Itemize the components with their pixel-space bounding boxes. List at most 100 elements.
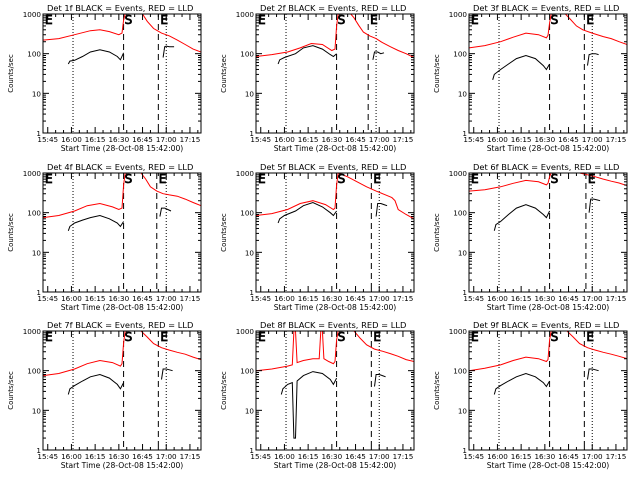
data-group bbox=[256, 173, 414, 224]
events-series-line-1 bbox=[280, 371, 338, 439]
y-tick-label: 100 bbox=[27, 209, 41, 218]
x-tick-label: 16:00 bbox=[487, 452, 508, 461]
x-tick-label: 16:15 bbox=[298, 135, 319, 144]
panel-title: Det 1f BLACK = Events, RED = LLD bbox=[47, 3, 193, 13]
x-tick-label: 16:15 bbox=[511, 135, 532, 144]
end-marker-label: E bbox=[258, 172, 266, 186]
start-marker-label: S bbox=[551, 13, 559, 27]
data-group bbox=[469, 14, 627, 80]
y-tick-label: 1000 bbox=[449, 327, 468, 336]
x-tick-label: 16:15 bbox=[511, 294, 532, 303]
events-series-line-1 bbox=[67, 49, 125, 65]
end-marker-label: E bbox=[370, 13, 378, 27]
end-marker-label: E bbox=[45, 13, 53, 27]
panel-8: Det 8f BLACK = Events, RED = LLD 1 10 100 10… bbox=[220, 320, 415, 470]
x-tick-label: 15:45 bbox=[37, 135, 58, 144]
x-tick-label: 15:45 bbox=[250, 452, 271, 461]
x-tick-label: 16:45 bbox=[558, 294, 579, 303]
y-tick-label: 10 bbox=[32, 248, 42, 257]
x-tick-label: 16:30 bbox=[534, 294, 555, 303]
x-tick-label: 16:15 bbox=[298, 294, 319, 303]
x-tick-label: 16:15 bbox=[85, 452, 106, 461]
y-tick-label: 1 bbox=[36, 288, 41, 297]
x-tick-label: 15:45 bbox=[37, 294, 58, 303]
start-marker-label: S bbox=[338, 172, 346, 186]
y-tick-label: 1 bbox=[462, 129, 467, 138]
x-tick-label: 17:15 bbox=[180, 294, 201, 303]
lld-series-line-1 bbox=[256, 173, 339, 216]
x-tick-label: 17:00 bbox=[156, 452, 177, 461]
y-tick-label: 10 bbox=[245, 89, 255, 98]
x-axis-label: Start Time (28-Oct-08 15:42:00) bbox=[274, 144, 397, 153]
data-group bbox=[469, 173, 627, 231]
x-tick-label: 16:00 bbox=[274, 452, 295, 461]
x-tick-label: 15:45 bbox=[463, 452, 484, 461]
y-tick-label: 1000 bbox=[23, 327, 42, 336]
y-tick-label: 1000 bbox=[449, 10, 468, 19]
y-tick-label: 1000 bbox=[236, 327, 255, 336]
lld-series-line-2 bbox=[140, 173, 201, 207]
panel-3: Det 3f BLACK = Events, RED = LLD 1 10 100 10… bbox=[433, 3, 628, 153]
x-tick-label: 16:30 bbox=[321, 452, 342, 461]
y-axis-label: Counts/sec bbox=[433, 371, 441, 410]
panel-6: Det 6f BLACK = Events, RED = LLD 1 10 100 10… bbox=[433, 162, 628, 312]
lld-series-line-2 bbox=[565, 14, 627, 45]
y-tick-label: 10 bbox=[32, 89, 42, 98]
panel-title: Det 6f BLACK = Events, RED = LLD bbox=[473, 162, 619, 172]
x-tick-label: 16:30 bbox=[108, 135, 129, 144]
y-tick-label: 10 bbox=[458, 89, 468, 98]
lld-series-line-1 bbox=[469, 173, 552, 192]
y-tick-label: 10 bbox=[245, 248, 255, 257]
x-tick-label: 16:30 bbox=[534, 135, 555, 144]
lld-series-line-2 bbox=[140, 331, 201, 361]
events-series-line-2 bbox=[159, 207, 172, 217]
lld-series-line-1 bbox=[256, 14, 339, 57]
x-axis-label: Start Time (28-Oct-08 15:42:00) bbox=[487, 303, 610, 312]
x-axis-label: Start Time (28-Oct-08 15:42:00) bbox=[61, 144, 184, 153]
x-tick-label: 15:45 bbox=[250, 294, 271, 303]
x-tick-label: 15:45 bbox=[463, 294, 484, 303]
panel-2: Det 2f BLACK = Events, RED = LLD 1 10 100 10… bbox=[220, 3, 415, 153]
x-axis-label: Start Time (28-Oct-08 15:42:00) bbox=[487, 461, 610, 470]
end-marker-label: E bbox=[159, 172, 167, 186]
start-marker-label: S bbox=[125, 330, 133, 344]
data-group bbox=[256, 331, 414, 439]
events-series-line-2 bbox=[372, 51, 385, 60]
end-marker-label: E bbox=[258, 330, 266, 344]
start-marker-label: S bbox=[125, 172, 133, 186]
x-tick-label: 16:00 bbox=[61, 294, 82, 303]
events-series-line-1 bbox=[67, 214, 125, 231]
x-tick-label: 17:15 bbox=[393, 135, 414, 144]
plot-frame bbox=[255, 330, 415, 451]
events-series-line-1 bbox=[493, 204, 551, 231]
events-series-line-2 bbox=[587, 53, 599, 66]
y-tick-label: 1 bbox=[36, 446, 41, 455]
end-marker-label: E bbox=[373, 330, 381, 344]
x-tick-label: 17:00 bbox=[156, 135, 177, 144]
y-tick-label: 10 bbox=[458, 406, 468, 415]
x-tick-label: 16:45 bbox=[132, 294, 153, 303]
lld-series-line-2 bbox=[142, 14, 201, 53]
start-marker-label: S bbox=[551, 330, 559, 344]
end-marker-label: E bbox=[258, 13, 266, 27]
panel-title: Det 9f BLACK = Events, RED = LLD bbox=[473, 320, 619, 330]
y-tick-label: 100 bbox=[27, 50, 41, 59]
x-tick-label: 17:00 bbox=[582, 294, 603, 303]
plot-frame bbox=[42, 13, 202, 134]
lld-series-line-1 bbox=[469, 331, 552, 372]
x-axis-label: Start Time (28-Oct-08 15:42:00) bbox=[274, 303, 397, 312]
x-tick-label: 16:00 bbox=[61, 452, 82, 461]
events-series-line-2 bbox=[374, 374, 386, 387]
data-group bbox=[43, 331, 201, 395]
events-series-line-2 bbox=[162, 45, 175, 58]
events-series-line-2 bbox=[588, 198, 601, 213]
x-tick-label: 17:15 bbox=[393, 452, 414, 461]
data-group bbox=[43, 14, 201, 65]
x-tick-label: 17:15 bbox=[606, 135, 627, 144]
x-tick-label: 16:30 bbox=[108, 294, 129, 303]
start-marker-label: S bbox=[338, 330, 346, 344]
x-tick-label: 16:45 bbox=[345, 294, 366, 303]
end-marker-label: E bbox=[588, 172, 596, 186]
lld-series-line-1 bbox=[469, 14, 552, 49]
panel-5: Det 5f BLACK = Events, RED = LLD 1 10 100 10… bbox=[220, 162, 415, 312]
